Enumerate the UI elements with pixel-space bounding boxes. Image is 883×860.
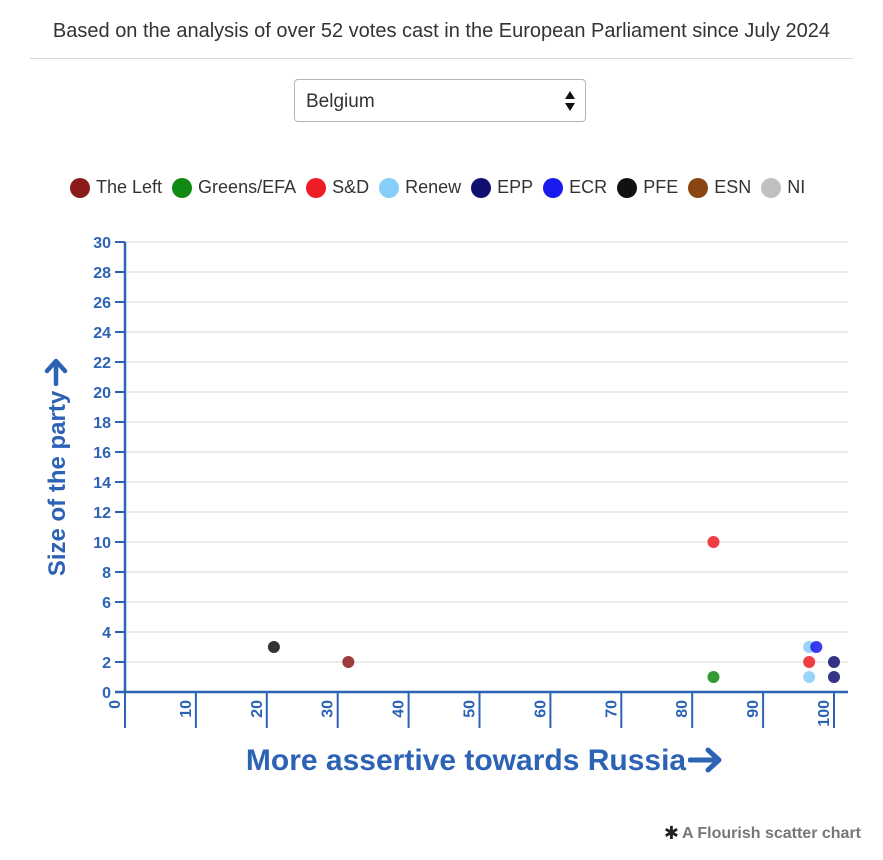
legend-label: EPP (497, 177, 534, 197)
x-tick-label: 40 (391, 700, 408, 718)
legend-label: S&D (332, 177, 370, 197)
x-tick-label: 80 (674, 700, 691, 718)
x-tick-label: 100 (816, 700, 833, 727)
x-tick-label: 10 (178, 700, 195, 718)
y-tick-label: 4 (102, 625, 111, 642)
legend-swatch (543, 177, 564, 198)
legend-swatch (617, 177, 638, 198)
y-axis-label: Size of the party (44, 390, 71, 577)
chart-subtitle: Based on the analysis of over 52 votes c… (52, 20, 831, 42)
legend-item[interactable]: S&D (306, 177, 369, 198)
legend-item[interactable]: NI (761, 177, 805, 198)
legend-label: Renew (405, 177, 462, 197)
y-tick-label: 22 (93, 355, 111, 372)
x-tick-label: 90 (745, 700, 762, 718)
arrow-up-icon (44, 358, 68, 387)
legend-swatch (379, 177, 400, 198)
y-tick-label: 26 (93, 295, 111, 312)
y-tick-label: 8 (102, 565, 111, 582)
x-axis-title: More assertive towards Russia (200, 744, 770, 778)
legend-label: Greens/EFA (198, 177, 297, 197)
y-tick-label: 16 (93, 445, 111, 462)
x-tick-label: 30 (320, 700, 337, 718)
legend-item[interactable]: ECR (543, 177, 607, 198)
legend-swatch (70, 177, 90, 198)
header-divider (30, 58, 853, 59)
legend-item[interactable]: Renew (379, 177, 461, 198)
legend-item[interactable]: EPP (471, 177, 533, 198)
legend-label: ECR (569, 177, 608, 197)
chart-legend: The Left Greens/EFA S&D Renew EPP ECR PFE ESN NI (70, 177, 815, 198)
x-tick-label: 60 (532, 700, 549, 718)
legend-swatch (172, 177, 193, 198)
y-tick-label: 14 (93, 475, 111, 492)
legend-swatch (688, 177, 709, 198)
country-select-value: Belgium (306, 91, 375, 112)
data-point (810, 641, 823, 653)
legend-item[interactable]: PFE (617, 177, 678, 198)
x-axis-label: More assertive towards Russia (245, 744, 687, 777)
y-tick-label: 24 (93, 325, 111, 342)
data-point (803, 671, 816, 683)
y-tick-label: 12 (93, 505, 111, 522)
select-updown-icon (565, 91, 575, 111)
data-point (828, 671, 840, 683)
y-tick-label: 2 (102, 655, 111, 672)
legend-item[interactable]: ESN (688, 177, 751, 198)
x-tick-label: 0 (107, 700, 124, 709)
flourish-credit[interactable]: ✱ A Flourish scatter chart (664, 823, 861, 844)
data-point (342, 656, 355, 668)
data-point (707, 671, 720, 683)
x-tick-label: 70 (603, 700, 620, 718)
data-point (828, 656, 840, 668)
data-point (707, 536, 720, 548)
legend-item[interactable]: Greens/EFA (172, 177, 296, 198)
country-select[interactable]: Belgium (294, 79, 586, 122)
y-tick-label: 20 (93, 385, 111, 402)
x-tick-label: 50 (462, 700, 479, 718)
legend-label: PFE (643, 177, 679, 197)
legend-swatch (471, 177, 492, 198)
data-point (803, 656, 816, 668)
y-tick-label: 6 (102, 595, 111, 612)
x-tick-label: 20 (249, 700, 266, 718)
legend-label: ESN (714, 177, 752, 197)
y-tick-label: 18 (93, 415, 111, 432)
legend-swatch (761, 177, 782, 198)
data-point (267, 641, 280, 653)
y-tick-label: 10 (93, 535, 111, 552)
y-axis-title: Size of the party (44, 317, 74, 617)
legend-label: NI (787, 177, 806, 197)
asterisk-icon: ✱ (663, 823, 679, 843)
y-tick-label: 30 (93, 235, 111, 252)
legend-item[interactable]: The Left (70, 177, 162, 198)
legend-label: The Left (96, 177, 163, 197)
y-tick-label: 28 (93, 265, 111, 282)
y-tick-label: 0 (102, 685, 111, 702)
credit-text: A Flourish scatter chart (681, 824, 861, 842)
arrow-right-icon (687, 747, 722, 773)
legend-swatch (306, 177, 327, 198)
